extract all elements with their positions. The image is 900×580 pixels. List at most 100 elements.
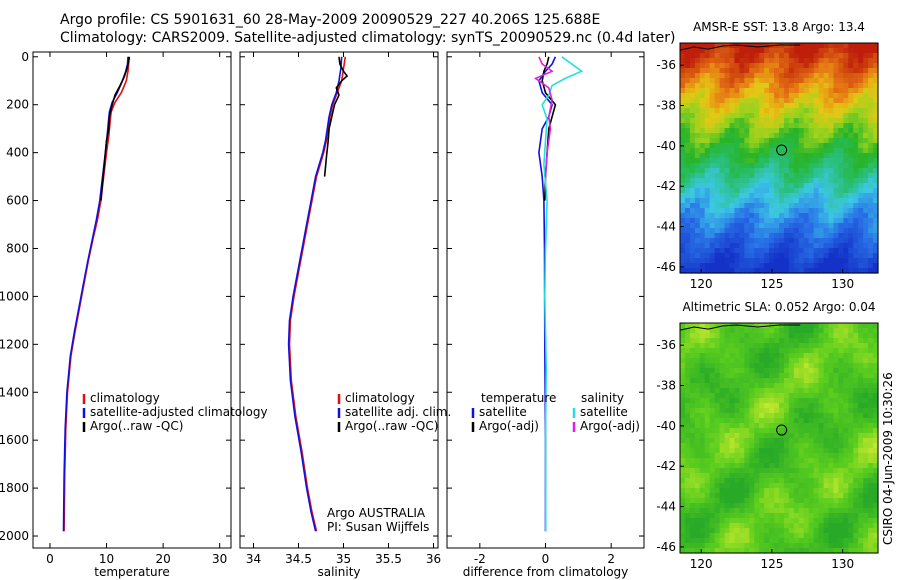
map-cell [769,433,775,439]
map-cell [694,488,701,494]
map-cell [788,183,795,189]
map-cell [828,253,835,259]
map-cell [818,508,825,514]
map-cell [808,383,815,389]
map-cell [704,348,711,354]
map-cell [808,218,815,224]
map-cell [680,108,686,114]
map-cell [689,373,696,379]
map-cell [808,393,815,399]
map-cell [744,403,750,409]
map-cell [788,533,795,539]
map-cell [818,413,825,419]
map-cell [764,473,770,479]
map-cell [769,108,775,114]
map-cell [724,128,731,134]
map-cell [868,43,874,49]
map-cell [868,48,874,54]
map-cell [803,433,810,439]
map-cell [853,138,859,144]
map-cell [689,168,696,174]
map-cell [848,78,854,84]
map-cell [699,103,706,109]
map-cell [744,68,750,74]
map-cell [873,418,879,424]
map-cell [754,513,760,519]
map-cell [699,178,706,184]
map-cell [724,458,731,464]
map-cell [769,448,775,454]
map-cell [699,268,706,274]
map-cell [793,58,800,64]
map-cell [788,518,795,524]
map-cell [689,203,696,209]
map-cell [848,548,854,554]
map-cell [788,373,795,379]
map-cell [729,543,736,549]
map-cell [680,433,686,439]
map-cell [828,103,835,109]
map-cell [843,468,849,474]
map-cell [788,203,795,209]
map-cell [749,453,755,459]
map-cell [680,58,686,64]
map-cell [694,43,701,49]
map-cell [739,118,745,124]
map-cell [709,483,716,489]
map-cell [818,333,825,339]
map-cell [689,488,696,494]
header-line2: Climatology: CARS2009. Satellite-adjuste… [60,30,675,46]
map-cell [719,378,726,384]
map-cell [823,488,830,494]
map-cell [833,263,839,269]
map-cell [873,263,879,269]
map-cell [813,403,820,409]
map-cell [838,263,844,269]
map-cell [833,463,839,469]
map-cell [808,213,815,219]
map-cell [779,508,785,514]
map-cell [714,408,721,414]
map-cell [774,153,780,159]
map-cell [828,448,835,454]
map-cell [699,463,706,469]
map-cell [719,338,726,344]
map-cell [779,158,785,164]
map-cell [779,233,785,239]
map-cell [689,78,696,84]
map-cell [868,323,874,329]
map-cell [779,498,785,504]
map-cell [714,353,721,359]
map-cell [734,328,740,334]
map-cell [749,343,755,349]
map-cell [803,68,810,74]
map-cell [684,138,691,144]
map-cell [823,473,830,479]
map-cell [694,343,701,349]
map-cell [823,388,830,394]
map-cell [788,248,795,254]
map-cell [808,243,815,249]
map-cell [848,488,854,494]
map-cell [868,128,874,134]
map-cell [709,423,716,429]
map-cell [704,443,711,449]
map-cell [863,263,869,269]
map-cell [873,213,879,219]
map-cell [680,373,686,379]
map-cell [724,543,731,549]
map-cell [759,418,765,424]
map-cell [813,513,820,519]
map-cell [863,413,869,419]
map-cell [783,78,790,84]
map-cell [754,483,760,489]
map-cell [764,138,770,144]
map-cell [769,233,775,239]
map-cell [798,78,805,84]
map-cell [813,328,820,334]
map-cell [843,113,849,119]
map-cell [724,168,731,174]
map-cell [858,103,864,109]
map-cell [680,118,686,124]
map-cell [709,488,716,494]
